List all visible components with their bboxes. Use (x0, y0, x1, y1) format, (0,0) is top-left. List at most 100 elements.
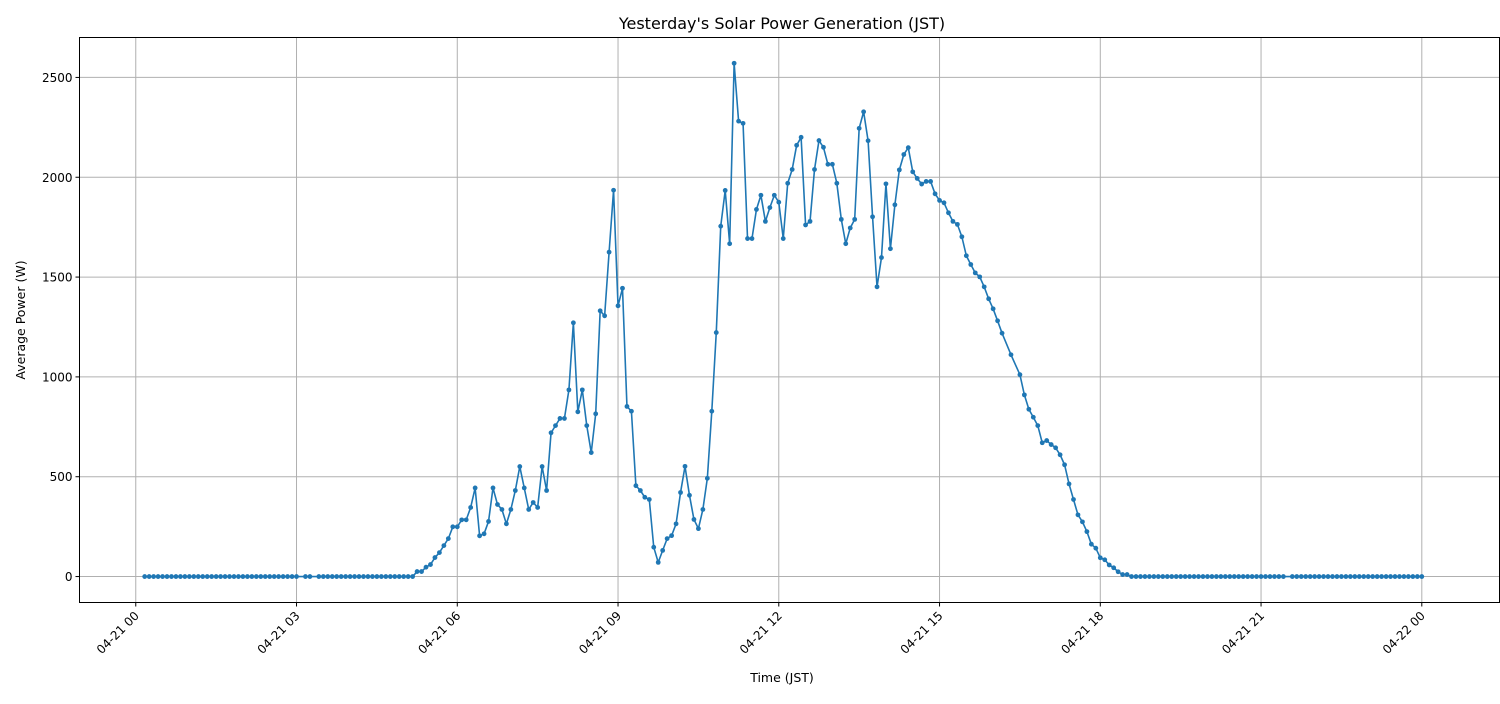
data-point (463, 517, 469, 523)
data-point (856, 125, 862, 131)
data-point (794, 142, 800, 148)
data-point (486, 519, 491, 524)
data-point (1213, 574, 1219, 579)
data-point (441, 543, 447, 549)
data-point (1155, 574, 1161, 579)
data-point (838, 216, 844, 222)
data-point (535, 505, 541, 510)
data-point (1307, 574, 1313, 579)
data-point (767, 205, 773, 210)
data-point (1401, 574, 1407, 579)
data-point (428, 562, 433, 567)
data-point (606, 249, 612, 255)
data-point (932, 191, 938, 197)
data-point (173, 574, 179, 579)
data-point (1062, 462, 1067, 468)
data-point (771, 192, 777, 198)
data-point (1236, 574, 1242, 579)
data-point (1370, 574, 1376, 579)
data-point (579, 387, 585, 393)
data-point (258, 574, 264, 579)
data-point (780, 236, 786, 241)
data-point (972, 270, 978, 276)
x-tick-label: 04-21 09 (576, 609, 624, 657)
data-point (1294, 574, 1300, 579)
data-point (901, 152, 907, 157)
data-point (718, 223, 724, 229)
data-point (1035, 423, 1041, 429)
data-point (276, 574, 282, 579)
data-point (910, 169, 916, 175)
data-point (865, 138, 871, 144)
y-tick-label: 500 (50, 470, 73, 484)
data-point (1222, 574, 1228, 579)
data-point (472, 485, 478, 491)
data-point (1071, 497, 1076, 502)
data-point (1026, 406, 1032, 412)
data-point (361, 574, 366, 579)
data-point (1200, 574, 1206, 579)
data-point (392, 574, 398, 579)
data-point (1227, 574, 1233, 579)
x-tick-label: 04-21 06 (415, 609, 463, 657)
y-tick-label: 1000 (42, 370, 73, 384)
data-point (1097, 555, 1103, 561)
data-point (1231, 574, 1237, 579)
data-point (1178, 574, 1184, 579)
data-point (821, 144, 826, 150)
data-point (852, 216, 858, 222)
data-point (222, 574, 228, 579)
data-point (1048, 442, 1054, 447)
data-point (383, 574, 389, 579)
data-point (562, 416, 567, 421)
x-tick-label: 04-22 00 (1380, 609, 1428, 657)
data-point (570, 320, 576, 326)
data-point (1088, 541, 1094, 547)
data-point (977, 274, 983, 280)
data-point (870, 214, 875, 220)
data-point (879, 255, 884, 260)
data-point (1030, 414, 1036, 420)
data-point (1044, 438, 1050, 443)
data-point (798, 134, 804, 140)
data-point (785, 180, 791, 186)
data-point (195, 574, 201, 579)
data-point (1133, 574, 1139, 579)
data-point (874, 284, 880, 290)
data-point (888, 246, 893, 252)
data-point (687, 492, 692, 498)
data-point (146, 574, 152, 579)
data-point (1280, 574, 1286, 579)
data-point (588, 450, 594, 455)
data-point (923, 179, 929, 184)
data-point (1330, 574, 1335, 579)
data-point (713, 330, 719, 335)
data-point (709, 408, 715, 414)
data-point (526, 507, 532, 512)
plot-frame (79, 37, 1500, 603)
data-point (1066, 481, 1072, 487)
data-point (227, 574, 232, 579)
data-point (481, 531, 487, 537)
data-point (155, 574, 161, 579)
data-point (637, 488, 643, 493)
data-point (1347, 574, 1353, 579)
data-point (329, 574, 335, 579)
data-point (829, 161, 835, 167)
data-point (169, 574, 174, 579)
data-point (946, 210, 951, 216)
data-point (615, 303, 621, 309)
data-point (646, 497, 652, 502)
data-point (682, 463, 688, 469)
data-point (629, 408, 634, 414)
data-point (954, 221, 960, 227)
data-point (365, 574, 371, 579)
data-point (495, 502, 500, 507)
data-point (620, 285, 625, 291)
data-point (316, 574, 322, 579)
data-point (303, 574, 308, 579)
data-point (164, 574, 170, 579)
data-point (419, 569, 424, 574)
data-point (1039, 440, 1045, 446)
